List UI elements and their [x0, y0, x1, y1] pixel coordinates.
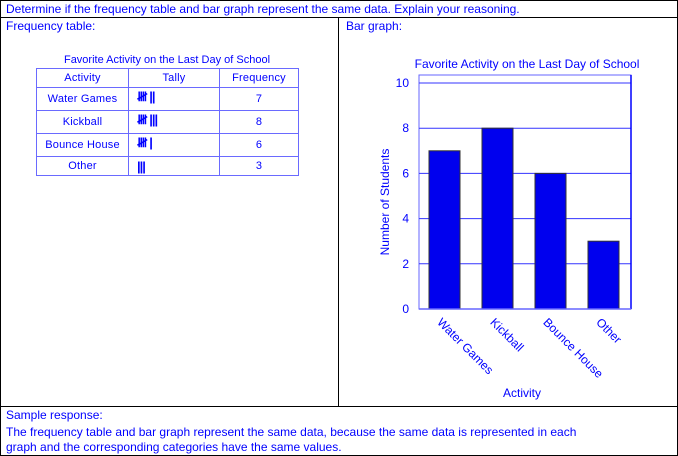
table-row: Other ||| 3	[36, 156, 299, 176]
y-axis-label: Number of Students	[378, 149, 392, 256]
cell-activity: Kickball	[36, 110, 129, 134]
y-tick-label: 10	[396, 76, 410, 90]
cell-activity: Water Games	[36, 87, 129, 111]
table-row: Bounce House 𝍸 | 6	[36, 133, 299, 157]
cell-frequency: 8	[219, 110, 299, 134]
table-row: Water Games 𝍸 || 7	[36, 87, 299, 111]
cell-activity: Bounce House	[36, 133, 129, 157]
x-tick-label: Kickball	[487, 315, 526, 354]
cell-tally: 𝍸 ||	[128, 87, 220, 111]
cell-tally: |||	[128, 156, 220, 176]
cell-activity: Other	[36, 156, 129, 176]
cell-tally: 𝍸 |||	[128, 110, 220, 134]
cell-frequency: 7	[219, 87, 299, 111]
y-tick-label: 2	[402, 257, 409, 271]
prompt-text: Determine if the frequency table and bar…	[6, 2, 520, 16]
divider-bottom	[0, 406, 678, 407]
header-tally: Tally	[128, 68, 220, 88]
header-activity: Activity	[36, 68, 129, 88]
cell-frequency: 6	[219, 133, 299, 157]
x-tick-label: Other	[593, 315, 624, 346]
bar	[481, 127, 514, 310]
chart-title: Favorite Activity on the Last Day of Sch…	[415, 57, 640, 71]
tally-five-icon: 𝍸	[137, 112, 148, 127]
y-tick-label: 6	[402, 166, 409, 180]
divider-top	[0, 17, 678, 18]
table-header-row: Activity Tally Frequency	[36, 68, 299, 88]
bar	[587, 240, 620, 310]
divider-vertical	[338, 17, 339, 406]
tally-five-icon: 𝍸	[137, 135, 148, 150]
table-title: Favorite Activity on the Last Day of Sch…	[63, 54, 271, 66]
bar	[428, 150, 461, 310]
header-frequency: Frequency	[219, 68, 299, 88]
y-tick-label: 8	[402, 121, 409, 135]
response-line-1: The frequency table and bar graph repres…	[6, 425, 577, 439]
frequency-table-label: Frequency table:	[6, 19, 96, 33]
frequency-table: Activity Tally Frequency Water Games 𝍸 |…	[36, 68, 299, 176]
tally-five-icon: 𝍸	[137, 89, 148, 104]
table-row: Kickball 𝍸 ||| 8	[36, 110, 299, 134]
bar-graph-label: Bar graph:	[346, 19, 403, 33]
y-tick-label: 0	[402, 302, 409, 316]
response-line-2: graph and the corresponding categories h…	[6, 440, 342, 454]
response-label: Sample response:	[6, 408, 103, 422]
cell-tally: 𝍸 |	[128, 133, 220, 157]
bar	[534, 172, 567, 310]
bar-chart: Favorite Activity on the Last Day of Sch…	[378, 57, 640, 400]
cell-frequency: 3	[219, 156, 299, 176]
x-axis-label: Activity	[503, 386, 541, 400]
y-tick-label: 4	[402, 212, 409, 226]
